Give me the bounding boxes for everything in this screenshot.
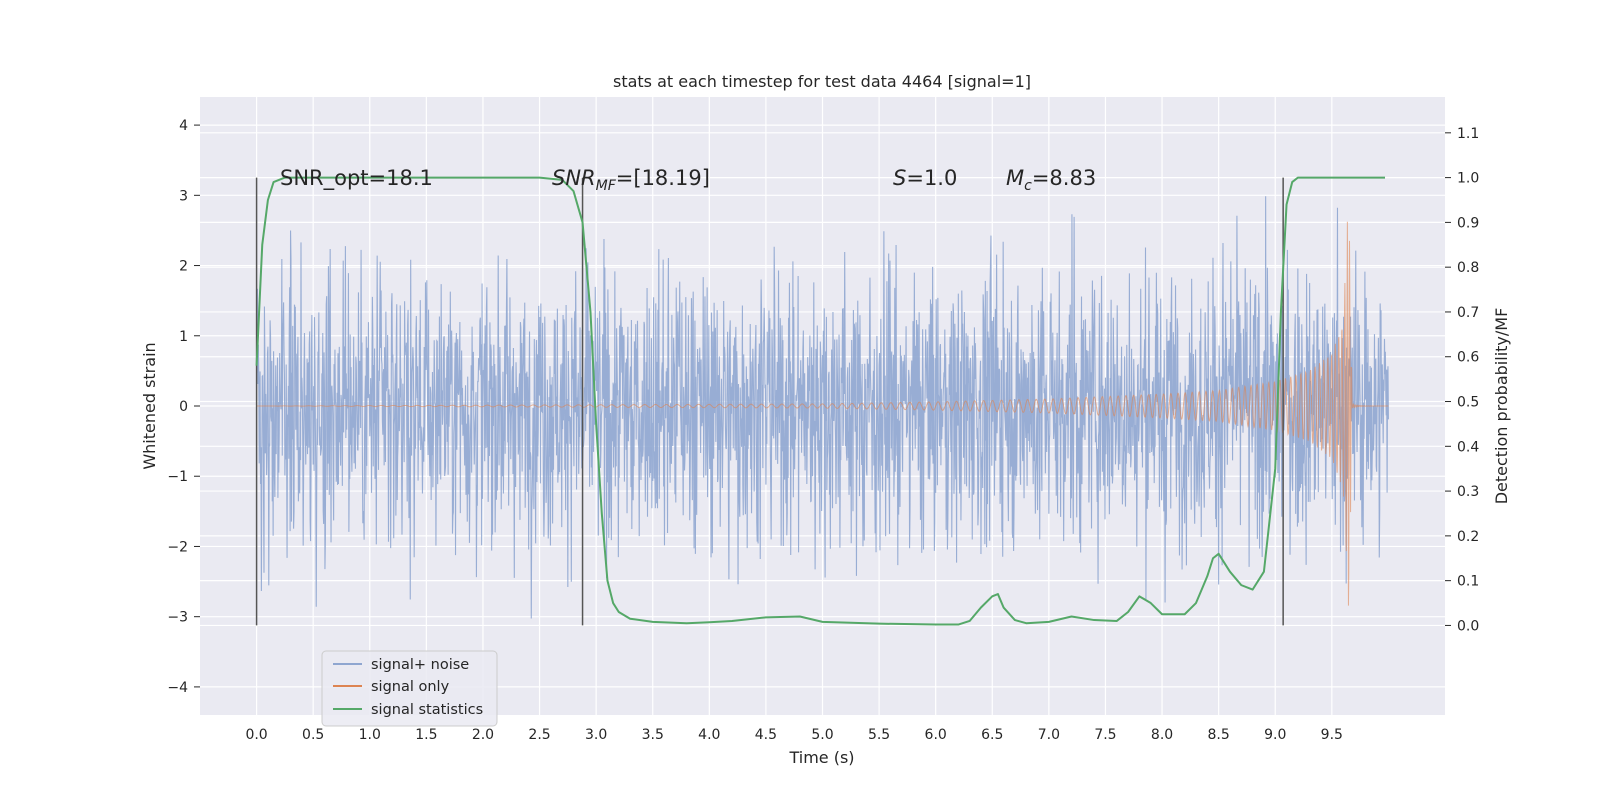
x-axis-label: Time (s) xyxy=(788,748,854,767)
y-right-tick-label: 0.9 xyxy=(1457,215,1479,231)
annotation-mc: Mc=8.83 xyxy=(1006,166,1096,194)
signal-statistics-series xyxy=(255,176,1386,626)
y-right-tick-label: 0.4 xyxy=(1457,439,1479,455)
x-tick-label: 3.5 xyxy=(642,727,664,743)
x-tick-label: 8.0 xyxy=(1151,727,1173,743)
annotation-snr-mf-val: =[18.19] xyxy=(616,166,710,190)
y-right-tick-label: 0.1 xyxy=(1457,574,1479,590)
legend-box xyxy=(321,650,498,727)
signal-noise-series xyxy=(256,196,1389,619)
annotation-snr-mf-var: SNR xyxy=(552,166,596,190)
signal-statistics-line xyxy=(255,176,1386,626)
y-left-tick-label: −3 xyxy=(167,610,188,626)
y-left-tick-label: 1 xyxy=(179,329,188,345)
x-tick-label: 9.5 xyxy=(1321,727,1343,743)
y-right-tick-label: 0.6 xyxy=(1457,350,1479,366)
annotation-mc-sub: c xyxy=(1024,178,1032,194)
x-tick-label: 9.0 xyxy=(1264,727,1286,743)
y-right-tick-label: 0.8 xyxy=(1457,260,1479,276)
y-left-axis-label: Whitened strain xyxy=(140,342,159,469)
x-tick-label: 0.0 xyxy=(245,727,267,743)
annotation-s-var: S xyxy=(893,166,906,190)
y-right-axis-label: Detection probability/MF xyxy=(1492,308,1511,505)
legend-label-stats: signal statistics xyxy=(371,702,483,718)
x-tick-label: 8.5 xyxy=(1208,727,1230,743)
y-right-tick-label: 1.1 xyxy=(1457,126,1479,142)
signal-noise-line xyxy=(256,196,1389,619)
annotation-s: S=1.0 xyxy=(893,166,957,190)
y-right-tick-label: 0.5 xyxy=(1457,395,1479,411)
annotation-snr-opt: SNR_opt=18.1 xyxy=(280,166,433,191)
annotation-mc-val: =8.83 xyxy=(1032,166,1096,190)
x-tick-label: 4.0 xyxy=(698,727,720,743)
y-left-tick-label: −4 xyxy=(167,680,188,696)
y-right-tick-label: 0.3 xyxy=(1457,484,1479,500)
x-tick-label: 0.5 xyxy=(302,727,324,743)
y-right-tick-label: 0.0 xyxy=(1457,618,1479,634)
y-left-tick-label: −1 xyxy=(167,469,188,485)
x-tick-label: 4.5 xyxy=(755,727,777,743)
chart-title: stats at each timestep for test data 446… xyxy=(613,72,1031,91)
signal-only-series xyxy=(256,221,1389,606)
annotation-snr-mf-sub: MF xyxy=(596,178,617,194)
y-right-tick-label: 1.0 xyxy=(1457,171,1479,187)
annotation-snr-mf: SNRMF=[18.19] xyxy=(552,166,710,194)
x-tick-label: 6.5 xyxy=(981,727,1003,743)
x-tick-label: 1.5 xyxy=(415,727,437,743)
annotation-mc-var: M xyxy=(1006,166,1024,190)
y-left-axis-ticks: 4 3 2 1 0 −1 −2 −3 −4 xyxy=(167,118,200,696)
x-tick-label: 3.0 xyxy=(585,727,607,743)
x-tick-label: 5.5 xyxy=(868,727,890,743)
y-left-tick-label: −2 xyxy=(167,539,188,555)
x-tick-label: 7.0 xyxy=(1038,727,1060,743)
x-tick-label: 2.5 xyxy=(528,727,550,743)
y-left-tick-label: 2 xyxy=(179,259,188,275)
x-tick-label: 5.0 xyxy=(811,727,833,743)
x-axis-ticks: 0.0 0.5 1.0 1.5 2.0 2.5 3.0 3.5 4.0 4.5 5.0 5.5 6.0 6… xyxy=(245,727,1342,743)
x-tick-label: 6.0 xyxy=(925,727,947,743)
x-tick-label: 7.5 xyxy=(1094,727,1116,743)
y-right-tick-label: 0.7 xyxy=(1457,305,1479,321)
y-left-tick-label: 4 xyxy=(179,118,188,134)
x-tick-label: 1.0 xyxy=(359,727,381,743)
y-right-axis-ticks: 1.1 1.0 0.9 0.8 0.7 0.6 0.5 0.4 0.3 0.2 0.1 0.0 xyxy=(1445,126,1479,634)
x-tick-label: 2.0 xyxy=(472,727,494,743)
legend-label-noise: signal+ noise xyxy=(371,657,469,673)
y-left-tick-label: 3 xyxy=(179,188,188,204)
legend: signal+ noise signal only signal statist… xyxy=(321,650,498,727)
y-left-tick-label: 0 xyxy=(179,399,188,415)
annotation-s-val: =1.0 xyxy=(906,166,957,190)
y-right-tick-label: 0.2 xyxy=(1457,529,1479,545)
signal-only-line xyxy=(256,221,1389,606)
legend-label-signal: signal only xyxy=(371,679,450,695)
